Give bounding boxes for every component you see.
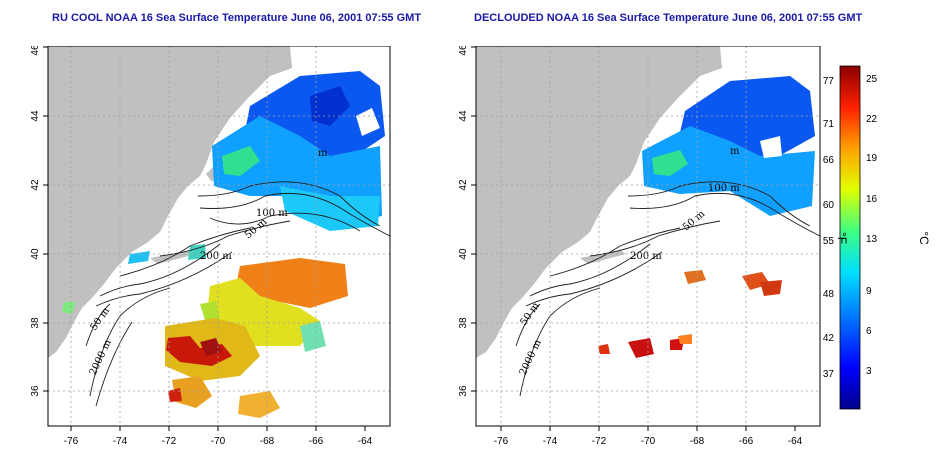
svg-text:-64: -64 <box>788 436 803 447</box>
svg-text:71: 71 <box>823 119 835 130</box>
svg-text:44: 44 <box>458 110 469 122</box>
svg-text:36: 36 <box>30 385 41 397</box>
svg-text:-76: -76 <box>64 436 79 447</box>
svg-text:3: 3 <box>866 366 872 377</box>
svg-text:-68: -68 <box>260 436 275 447</box>
svg-text:9: 9 <box>866 286 872 297</box>
svg-text:13: 13 <box>866 234 878 245</box>
lat-lon-grid <box>476 46 820 426</box>
svg-text:100 m: 100 m <box>708 183 740 194</box>
svg-text:42: 42 <box>823 333 835 344</box>
svg-text:19: 19 <box>866 153 878 164</box>
y-tick-labels: 36 38 40 42 44 46 <box>30 46 41 397</box>
lat-lon-grid <box>48 46 390 426</box>
map-frame <box>47 46 391 427</box>
svg-text:22: 22 <box>866 114 878 125</box>
left-panel-title: RU COOL NOAA 16 Sea Surface Temperature … <box>52 12 422 24</box>
colorbar-gradient <box>839 65 861 410</box>
svg-text:36: 36 <box>458 385 469 397</box>
long-island <box>580 250 626 264</box>
svg-text:46: 46 <box>30 46 41 56</box>
colorbar-fahrenheit-ticks: 77 71 66 60 55 48 42 37 <box>823 76 835 380</box>
svg-text:-72: -72 <box>162 436 177 447</box>
svg-text:60: 60 <box>823 200 835 211</box>
svg-text:m: m <box>318 148 328 159</box>
svg-text:42: 42 <box>458 179 469 191</box>
y-tick-labels: 36 38 40 42 44 46 <box>458 46 469 397</box>
x-tick-labels: -76 -74 -72 -70 -68 -66 -64 <box>494 436 803 447</box>
svg-text:200 m: 200 m <box>200 251 232 262</box>
svg-text:55: 55 <box>823 236 835 247</box>
svg-text:-70: -70 <box>641 436 656 447</box>
svg-text:40: 40 <box>30 248 41 260</box>
right-panel-title: DECLOUDED NOAA 16 Sea Surface Temperatur… <box>474 12 863 24</box>
sst-north <box>642 76 815 216</box>
svg-text:42: 42 <box>30 179 41 191</box>
svg-text:38: 38 <box>458 317 469 329</box>
svg-text:-70: -70 <box>211 436 226 447</box>
svg-text:-66: -66 <box>739 436 754 447</box>
svg-text:37: 37 <box>823 369 835 380</box>
svg-text:6: 6 <box>866 326 872 337</box>
svg-text:-72: -72 <box>592 436 607 447</box>
isobath-contours <box>85 181 390 407</box>
svg-text:100 m: 100 m <box>256 208 288 219</box>
temperature-colorbar: 77 71 66 60 55 48 42 37 25 22 19 16 13 9… <box>820 60 950 420</box>
isobath-contours <box>515 181 820 397</box>
svg-text:-66: -66 <box>309 436 324 447</box>
long-island <box>150 250 196 264</box>
svg-text:46: 46 <box>458 46 469 56</box>
sst-south <box>165 258 348 418</box>
svg-text:-68: -68 <box>690 436 705 447</box>
svg-text:-74: -74 <box>543 436 558 447</box>
left-map-panel: 100 m 200 m 50 m 50 m 2000 m m <box>0 46 391 447</box>
sst-south <box>598 270 782 358</box>
land-mass <box>48 46 292 358</box>
svg-text:m: m <box>730 146 740 157</box>
svg-text:77: 77 <box>823 76 835 87</box>
celsius-unit-label: °C <box>917 231 931 245</box>
svg-text:48: 48 <box>823 289 835 300</box>
right-map: 100 m 200 m 50 m 50 m 2000 m m <box>458 46 821 447</box>
left-map: 100 m 200 m 50 m 50 m 2000 m m <box>30 46 391 447</box>
svg-text:25: 25 <box>866 74 878 85</box>
svg-text:200 m: 200 m <box>630 251 662 262</box>
fahrenheit-unit-label: °F <box>835 232 849 244</box>
svg-text:66: 66 <box>823 155 835 166</box>
svg-text:-74: -74 <box>113 436 128 447</box>
colorbar-celsius-ticks: 25 22 19 16 13 9 6 3 <box>866 74 878 377</box>
svg-text:40: 40 <box>458 248 469 260</box>
svg-text:16: 16 <box>866 194 878 205</box>
right-map-panel: 100 m 200 m 50 m 50 m 2000 m m <box>430 46 821 447</box>
svg-text:-64: -64 <box>358 436 373 447</box>
svg-text:44: 44 <box>30 110 41 122</box>
x-tick-labels: -76 -74 -72 -70 -68 -66 -64 <box>64 436 373 447</box>
svg-text:-76: -76 <box>494 436 509 447</box>
svg-text:38: 38 <box>30 317 41 329</box>
